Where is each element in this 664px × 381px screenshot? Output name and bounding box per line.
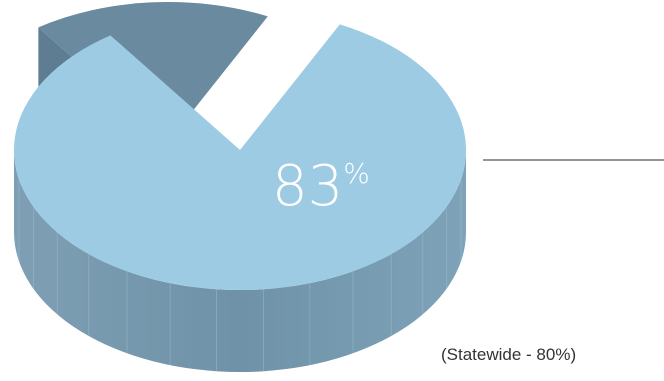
statewide-comparison-note: (Statewide - 80%) bbox=[441, 345, 577, 364]
main-slice bbox=[13, 24, 466, 291]
main-percent-label: 83% bbox=[272, 154, 370, 219]
exploded-slice bbox=[38, 2, 268, 143]
percent-sign: % bbox=[343, 157, 370, 190]
percent-value: 83 bbox=[272, 154, 343, 219]
